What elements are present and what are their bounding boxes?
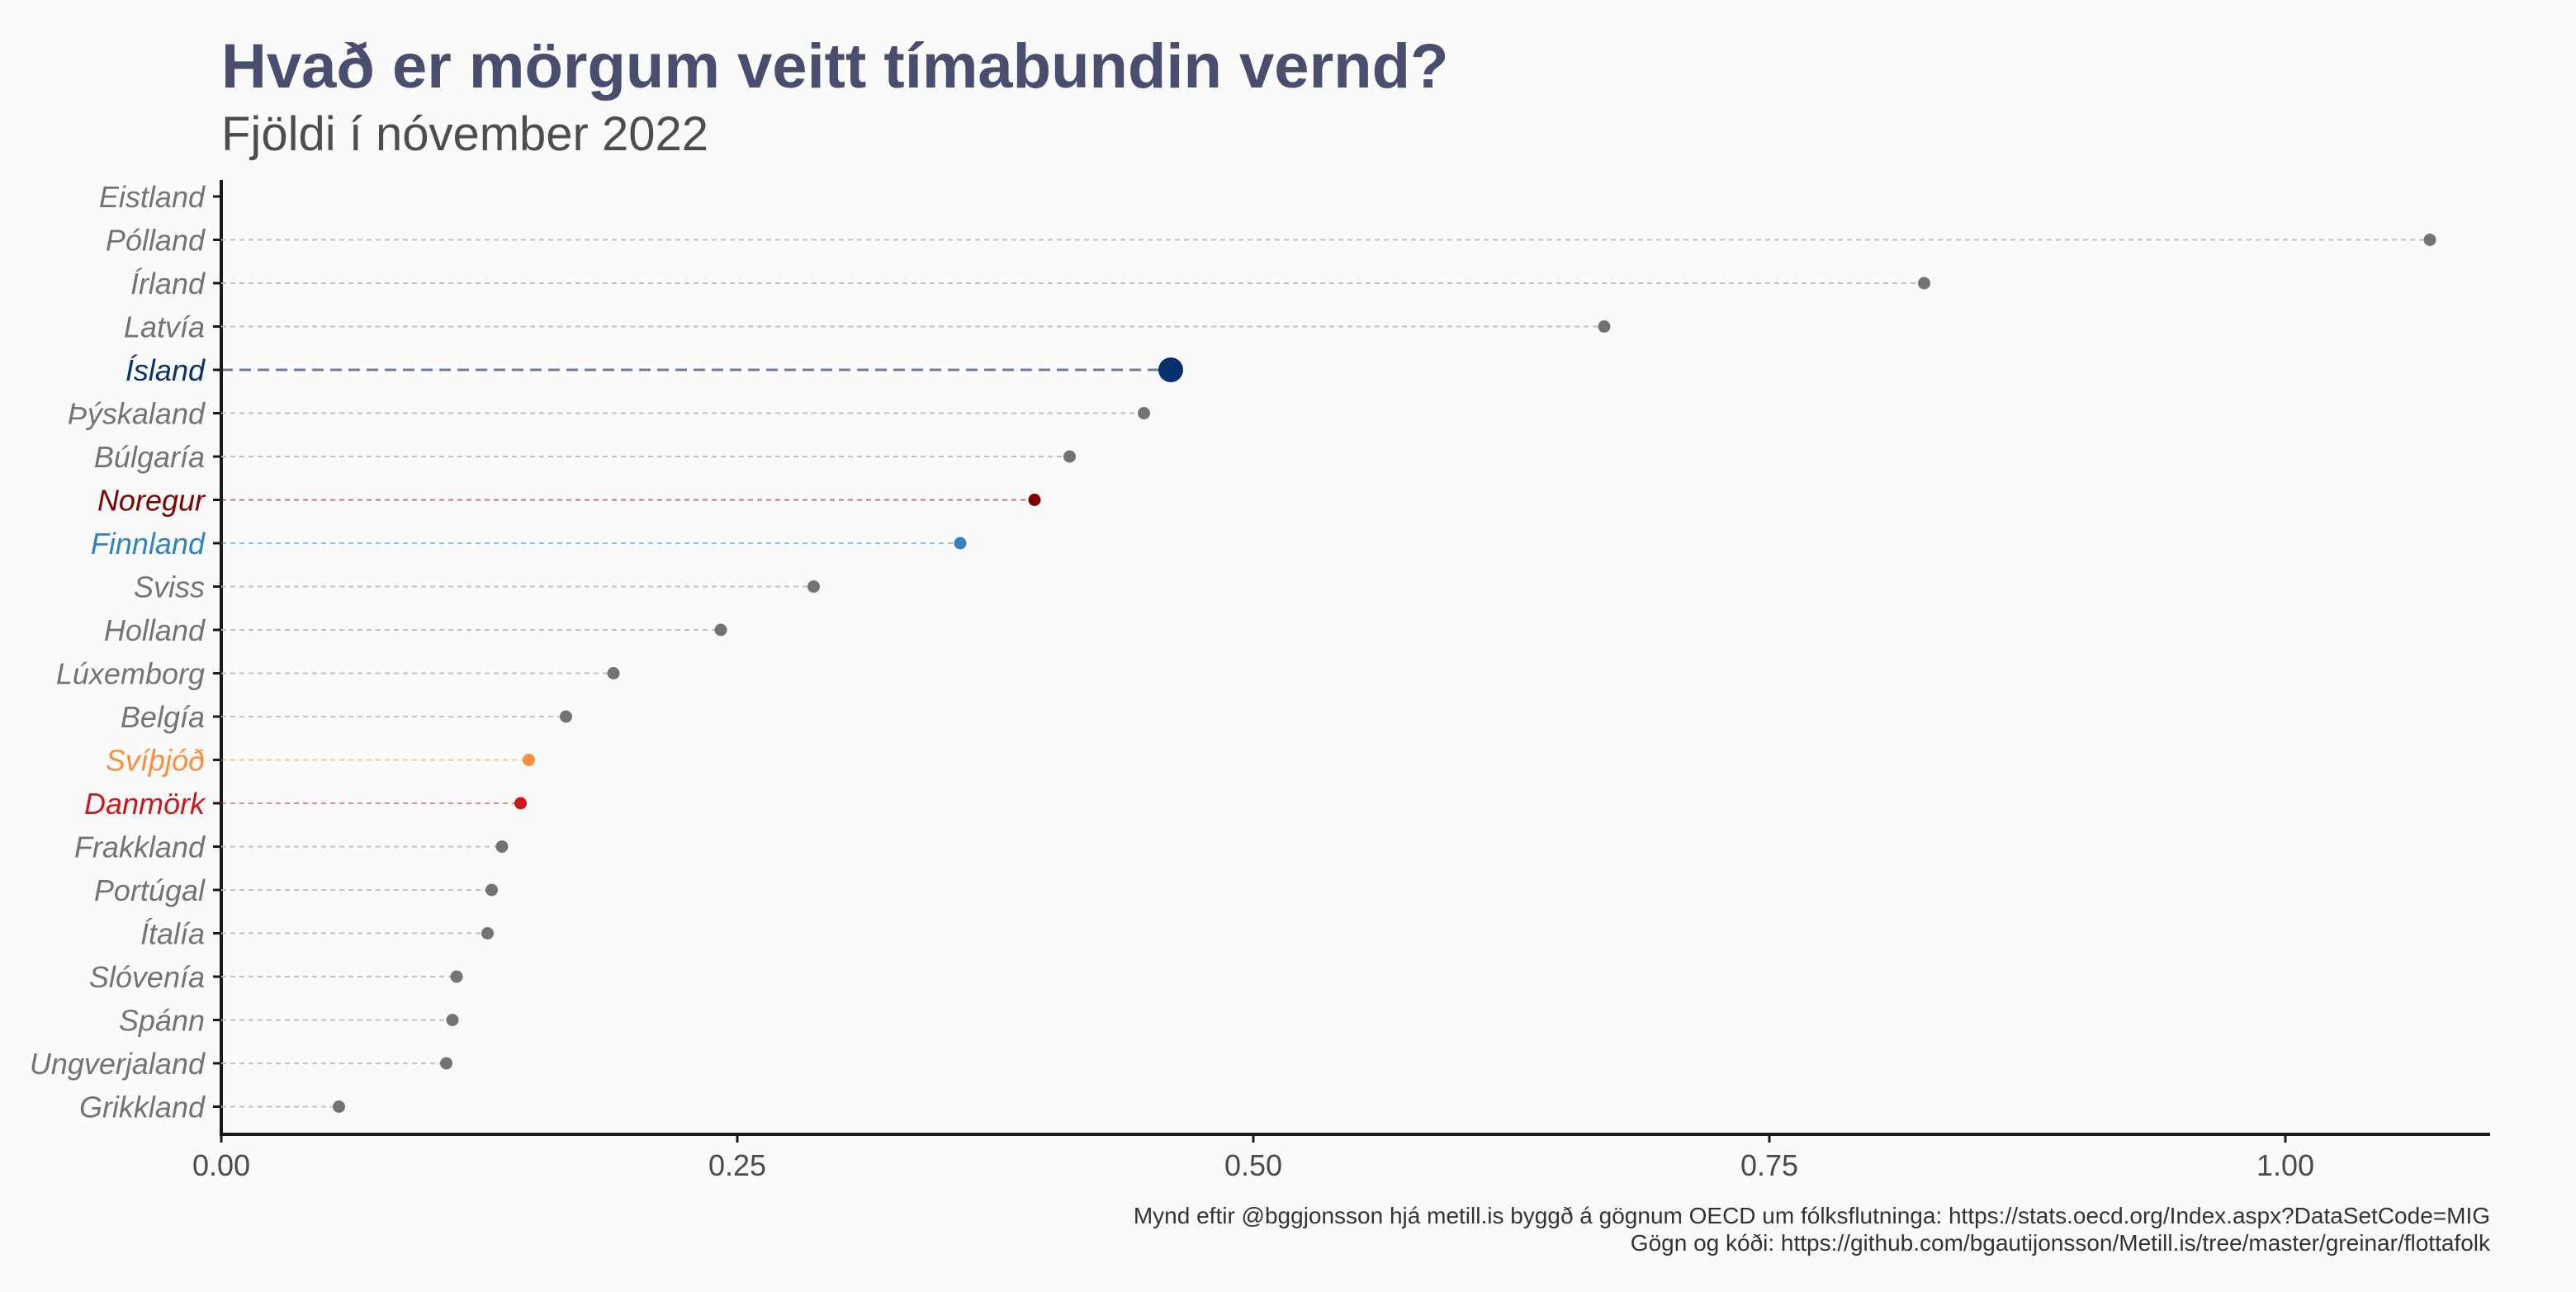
y-tick-label-ungverjaland: Ungverjaland xyxy=(30,1047,206,1081)
y-tick-label-thyskaland: Þýskaland xyxy=(68,397,206,431)
y-tick-label-grikkland: Grikkland xyxy=(79,1091,206,1124)
point-portugal xyxy=(485,883,498,897)
chart-title: Hvað er mörgum veitt tímabundin vernd? xyxy=(221,31,1448,102)
x-tick-label: 0.25 xyxy=(708,1148,766,1182)
x-tick-label: 0.75 xyxy=(1740,1148,1798,1182)
point-grikkland xyxy=(333,1100,345,1113)
point-finnland xyxy=(954,537,967,550)
point-ungverjaland xyxy=(440,1057,452,1070)
point-thyskaland xyxy=(1138,407,1150,419)
point-irland xyxy=(1918,277,1930,290)
point-luxemborg xyxy=(607,667,620,679)
y-tick-label-belgia: Belgía xyxy=(121,700,205,734)
y-tick-label-frakkland: Frakkland xyxy=(74,831,206,864)
x-tick-label: 1.00 xyxy=(2256,1148,2314,1182)
point-frakkland xyxy=(495,840,509,853)
y-tick-label-slovenia: Slóvenía xyxy=(89,960,205,994)
plot-area: 0.00 0.25 0.50 0.75 1.00 Eistland Pólland Írlan… xyxy=(30,180,2490,1182)
y-tick-label-svithjod: Svíþjóð xyxy=(106,744,205,778)
y-tick-label-bulgaria: Búlgaría xyxy=(94,440,205,474)
point-sviss xyxy=(807,580,820,593)
y-tick-label-polland: Pólland xyxy=(106,224,206,258)
y-tick-label-danmork: Danmörk xyxy=(84,787,206,821)
x-tick-label: 0.00 xyxy=(192,1148,250,1182)
point-danmork xyxy=(514,797,527,810)
point-noregur xyxy=(1028,494,1041,506)
y-tick-label-irland: Írland xyxy=(130,267,206,301)
y-tick-label-spann: Spánn xyxy=(119,1004,205,1038)
point-slovenia xyxy=(450,970,463,983)
y-tick-label-italia: Ítalía xyxy=(140,917,205,951)
point-belgia xyxy=(560,710,572,723)
point-svithjod xyxy=(523,754,535,766)
y-tick-label-sviss: Sviss xyxy=(134,570,205,604)
chart-subtitle: Fjöldi í nóvember 2022 xyxy=(221,107,708,161)
point-bulgaria xyxy=(1063,450,1076,463)
point-spann xyxy=(446,1014,459,1026)
y-tick-label-finnland: Finnland xyxy=(91,527,206,561)
y-tick-label-eistland: Eistland xyxy=(99,180,206,214)
caption-line-2: Gögn og kóði: https://github.com/bgautij… xyxy=(1631,1230,2491,1256)
x-tick-label: 0.50 xyxy=(1224,1148,1282,1182)
point-italia xyxy=(481,927,494,939)
point-polland xyxy=(2423,234,2436,246)
y-tick-label-island: Ísland xyxy=(125,353,206,387)
y-tick-label-luxemborg: Lúxemborg xyxy=(56,657,205,691)
caption-line-1: Mynd eftir @bggjonsson hjá metill.is byg… xyxy=(1134,1203,2490,1228)
y-tick-label-holland: Holland xyxy=(104,613,206,647)
point-holland xyxy=(714,623,727,637)
y-tick-label-portugal: Portúgal xyxy=(94,873,206,907)
y-tick-label-noregur: Noregur xyxy=(97,484,206,518)
point-latvia xyxy=(1598,320,1611,333)
y-tick-label-latvia: Latvía xyxy=(124,310,205,344)
point-island xyxy=(1158,357,1183,382)
